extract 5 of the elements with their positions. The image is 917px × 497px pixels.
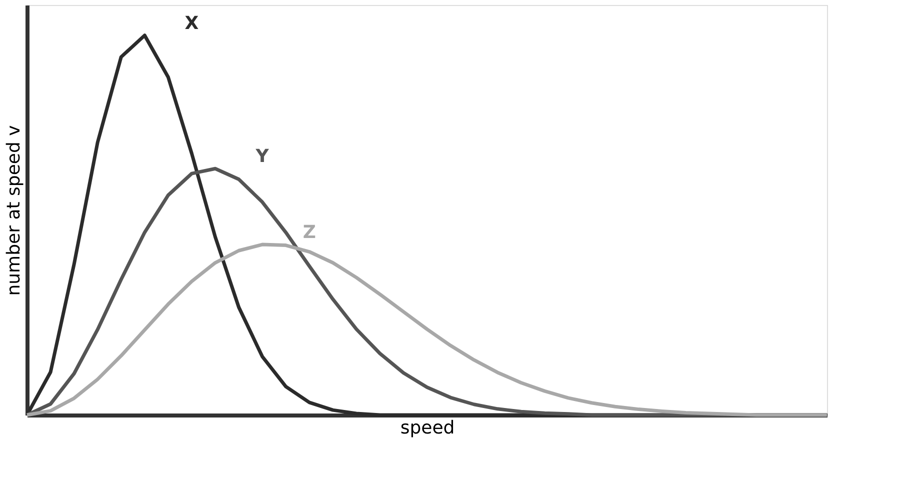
y-axis-title: number at speed v [4, 124, 24, 296]
series-label: Y [254, 146, 270, 168]
series-label: Z [302, 222, 316, 244]
series-label: X [184, 12, 199, 34]
x-axis-title: speed [400, 418, 455, 438]
